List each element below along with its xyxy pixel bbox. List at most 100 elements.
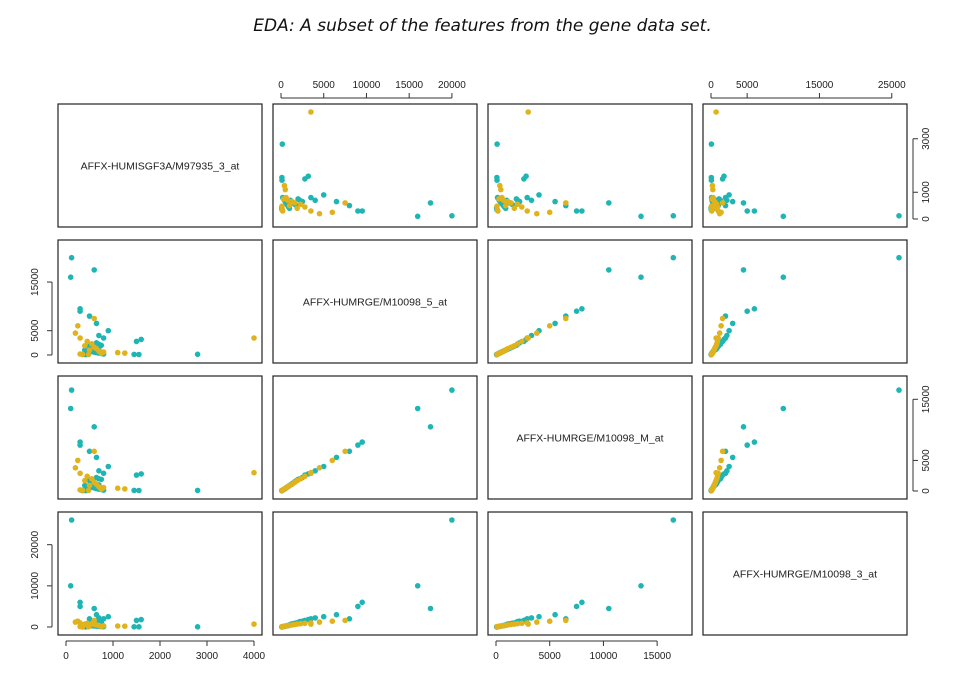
point-a-6-3-1 [333, 611, 340, 618]
point-a-9-0-2 [524, 194, 530, 201]
point-a-11-2-0 [133, 472, 140, 478]
point-b-14-2-0 [122, 486, 128, 492]
point-a-4-2-0 [77, 442, 83, 448]
point-b-10-2-0 [86, 482, 93, 489]
point-a-1-1-3 [780, 274, 787, 281]
point-a-10-1-0 [138, 336, 144, 343]
variable-label-1: AFFX-HUMRGE/M10098_5_at [303, 297, 447, 309]
point-b-1-2-1 [342, 448, 348, 455]
right-tick-label-0-1000: 1000 [921, 181, 932, 204]
chart-title: EDA: A subset of the features from the g… [253, 16, 712, 36]
point-a-9-0-3 [722, 194, 729, 201]
point-b-14-1-0 [122, 350, 128, 356]
point-a-8-3-1 [312, 615, 319, 621]
point-b-14-0-2 [497, 182, 503, 189]
point-a-4-2-3 [744, 442, 750, 448]
right-tick-label-2-15000: 15000 [921, 385, 932, 413]
point-a-11-0-1 [302, 176, 308, 182]
point-a-11-0-3 [719, 176, 726, 182]
point-a-0-2-0 [68, 387, 75, 393]
point-a-29-0-3 [708, 141, 715, 147]
point-a-8-3-2 [528, 615, 535, 621]
bottom-tick-label-0-2000: 2000 [149, 651, 172, 662]
point-b-14-3-0 [122, 623, 128, 629]
panel-0-2 [487, 103, 693, 228]
bottom-tick-label-0-1000: 1000 [102, 651, 125, 662]
point-a-2-1-3 [740, 267, 747, 273]
point-a-0-0-1 [449, 213, 455, 219]
point-a-0-3-2 [670, 517, 677, 523]
point-b-3-0-2 [534, 210, 540, 217]
point-a-31-0-3 [708, 174, 715, 181]
point-b-7-1-0 [82, 343, 88, 349]
point-b-15-2-0 [98, 486, 105, 493]
point-b-3-1-3 [716, 330, 723, 336]
point-b-15-3-0 [98, 623, 105, 630]
left-tick-label-3-20000: 20000 [30, 530, 41, 558]
left-tick-label-3-10000: 10000 [30, 572, 41, 600]
right-tick-label-0-0: 0 [921, 216, 932, 222]
variable-label-3: AFFX-HUMRGE/M10098_3_at [733, 569, 877, 581]
point-a-1-3-1 [414, 583, 421, 589]
point-a-5-3-1 [346, 616, 353, 622]
bottom-tick-label-2-10000: 10000 [590, 651, 618, 662]
point-b-15-0-3 [709, 196, 715, 202]
point-b-3-1-2 [534, 330, 540, 336]
point-a-3-1-3 [751, 306, 758, 312]
point-b-1-3-1 [342, 617, 348, 624]
point-b-1-0-2 [563, 200, 569, 206]
point-a-1-3-2 [638, 583, 644, 589]
point-a-3-2-3 [751, 439, 758, 445]
point-b-4-2-0 [77, 470, 83, 477]
point-a-0-1-0 [68, 254, 75, 261]
point-b-5-0-1 [302, 204, 308, 210]
point-b-2-3-1 [329, 618, 336, 624]
point-b-18-1-2 [494, 351, 500, 358]
bottom-tick-label-2-15000: 15000 [643, 651, 671, 662]
point-a-4-1-2 [573, 308, 580, 315]
point-a-8-0-1 [312, 197, 319, 204]
point-b-6-0-2 [514, 201, 521, 208]
point-b-3-2-3 [716, 465, 723, 471]
point-b-15-0-1 [280, 196, 287, 202]
left-tick-label-1-15000: 15000 [30, 268, 41, 296]
point-b-3-0-1 [316, 210, 323, 217]
point-b-2-1-3 [718, 323, 724, 329]
point-b-3-2-0 [72, 465, 79, 471]
point-a-8-2-0 [96, 468, 102, 474]
top-tick-label-1-20000: 20000 [438, 80, 466, 91]
point-b-4-0-1 [308, 208, 314, 214]
point-b-18-1-0 [85, 351, 92, 358]
point-b-18-3-0 [85, 624, 92, 630]
point-b-5-1-2 [519, 338, 525, 345]
point-b-0-2-0 [251, 469, 257, 476]
top-tick-label-1-0: 0 [278, 80, 284, 91]
point-a-14-2-0 [98, 476, 105, 483]
point-a-10-3-0 [138, 616, 144, 623]
top-tick-label-1-15000: 15000 [395, 80, 423, 91]
point-b-10-0-1 [286, 202, 293, 209]
point-b-17-2-0 [79, 487, 86, 494]
point-a-8-2-1 [312, 468, 319, 474]
point-b-0-0-3 [713, 109, 719, 115]
point-a-10-2-0 [138, 471, 144, 477]
point-a-3-2-1 [359, 439, 366, 445]
point-b-3-3-0 [72, 619, 79, 625]
point-a-29-0-1 [279, 141, 286, 147]
point-a-0-0-2 [670, 213, 677, 219]
top-tick-label-3-15000: 15000 [806, 80, 834, 91]
panel-0-3 [702, 103, 908, 228]
point-a-2-1-0 [91, 267, 97, 273]
point-b-2-3-2 [546, 618, 553, 624]
top-tick-label-1-5000: 5000 [313, 80, 336, 91]
point-a-1-1-0 [67, 274, 74, 281]
point-b-7-0-2 [511, 205, 518, 212]
point-a-4-2-1 [355, 442, 361, 448]
point-a-3-0-3 [751, 208, 758, 214]
point-b-18-2-0 [85, 487, 92, 494]
point-a-31-0-2 [494, 174, 500, 181]
point-b-0-1-0 [251, 335, 257, 341]
panel-1-1 [272, 239, 478, 364]
point-a-31-0-1 [279, 174, 285, 181]
panel-0-1 [272, 103, 478, 228]
